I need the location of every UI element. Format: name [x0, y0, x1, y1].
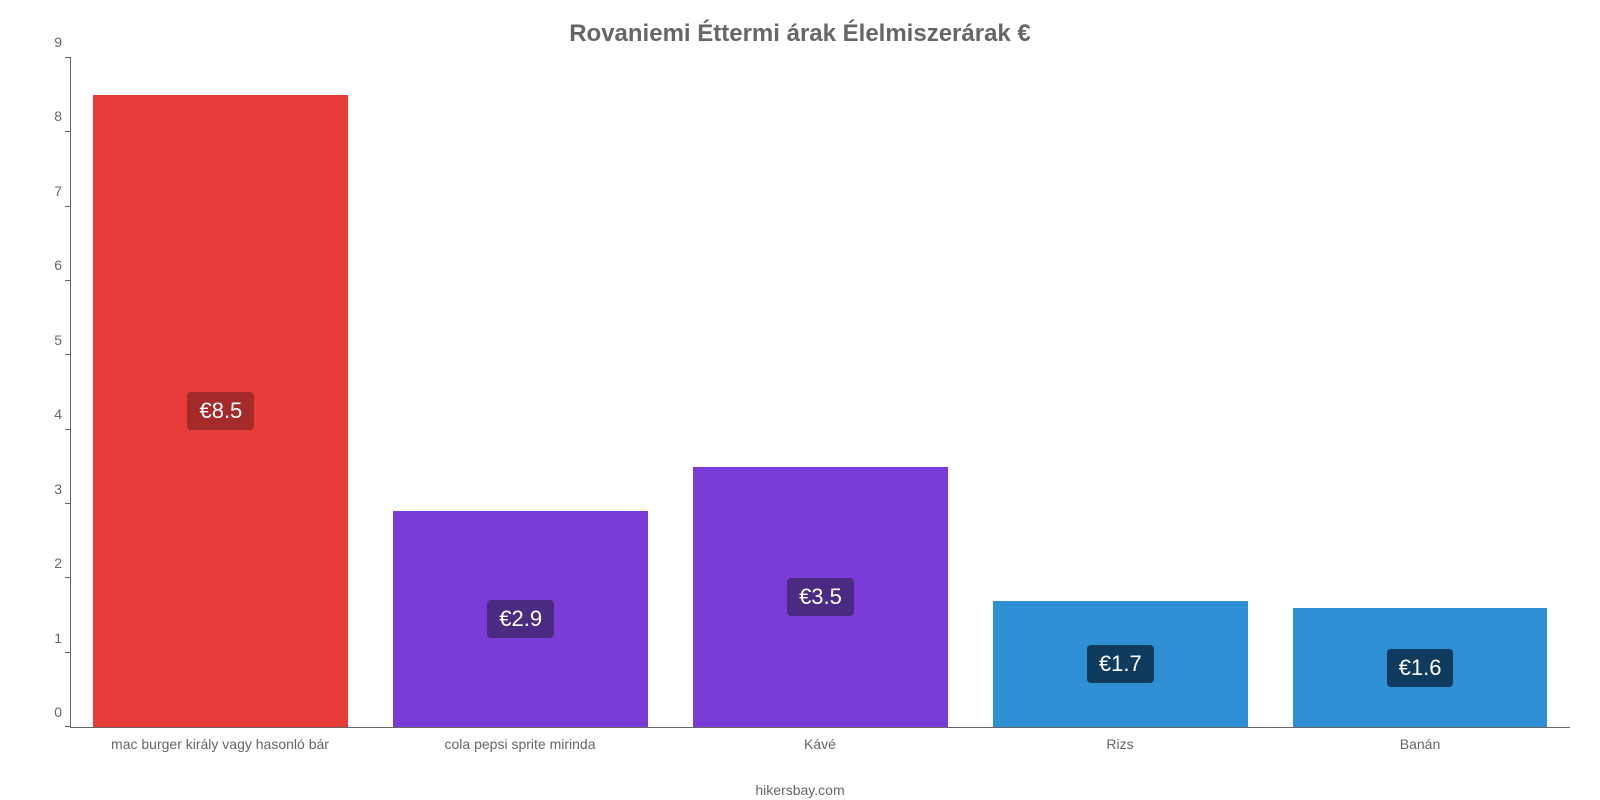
- plot-area: 0123456789 €8.5€2.9€3.5€1.7€1.6: [30, 58, 1570, 728]
- x-tick-label: mac burger király vagy hasonló bár: [70, 728, 370, 778]
- y-tick-mark: [65, 577, 71, 578]
- y-tick-label: 9: [54, 34, 62, 50]
- y-tick-label: 0: [54, 704, 62, 720]
- y-tick-mark: [65, 726, 71, 727]
- y-tick-mark: [65, 131, 71, 132]
- y-tick-label: 8: [54, 108, 62, 124]
- x-tick-label: Banán: [1270, 728, 1570, 778]
- bar: €1.7: [993, 601, 1248, 727]
- bars-container: €8.5 €2.9 €3.5 €1.7 €1.6: [71, 58, 1570, 727]
- y-tick-label: 1: [54, 630, 62, 646]
- y-tick-label: 5: [54, 332, 62, 348]
- plot: €8.5 €2.9 €3.5 €1.7 €1.6: [70, 58, 1570, 728]
- y-tick-mark: [65, 280, 71, 281]
- y-tick-label: 3: [54, 481, 62, 497]
- bar: €3.5: [693, 467, 948, 727]
- y-tick-label: 7: [54, 183, 62, 199]
- y-tick-mark: [65, 57, 71, 58]
- y-tick-mark: [65, 503, 71, 504]
- y-tick-label: 4: [54, 406, 62, 422]
- y-tick-label: 2: [54, 555, 62, 571]
- x-tick-label: Kávé: [670, 728, 970, 778]
- bar-value-label: €3.5: [787, 578, 854, 616]
- y-tick-label: 6: [54, 257, 62, 273]
- y-tick-mark: [65, 429, 71, 430]
- bar-slot: €8.5: [71, 58, 371, 727]
- bar-slot: €2.9: [371, 58, 671, 727]
- bar-value-label: €1.7: [1087, 645, 1154, 683]
- bar-value-label: €8.5: [187, 392, 254, 430]
- bar-slot: €1.7: [970, 58, 1270, 727]
- bar-value-label: €1.6: [1387, 649, 1454, 687]
- attribution-text: hikersbay.com: [30, 782, 1570, 798]
- bar: €1.6: [1293, 608, 1548, 727]
- bar-value-label: €2.9: [487, 600, 554, 638]
- chart-title: Rovaniemi Éttermi árak Élelmiszerárak €: [30, 20, 1570, 48]
- x-tick-label: cola pepsi sprite mirinda: [370, 728, 670, 778]
- bar: €2.9: [393, 511, 648, 727]
- bar: €8.5: [93, 95, 348, 727]
- y-tick-mark: [65, 206, 71, 207]
- y-tick-mark: [65, 652, 71, 653]
- y-tick-mark: [65, 354, 71, 355]
- y-axis: 0123456789: [30, 58, 70, 728]
- price-bar-chart: Rovaniemi Éttermi árak Élelmiszerárak € …: [0, 0, 1600, 800]
- x-axis: mac burger király vagy hasonló bárcola p…: [70, 728, 1570, 778]
- bar-slot: €1.6: [1270, 58, 1570, 727]
- bar-slot: €3.5: [671, 58, 971, 727]
- x-tick-label: Rizs: [970, 728, 1270, 778]
